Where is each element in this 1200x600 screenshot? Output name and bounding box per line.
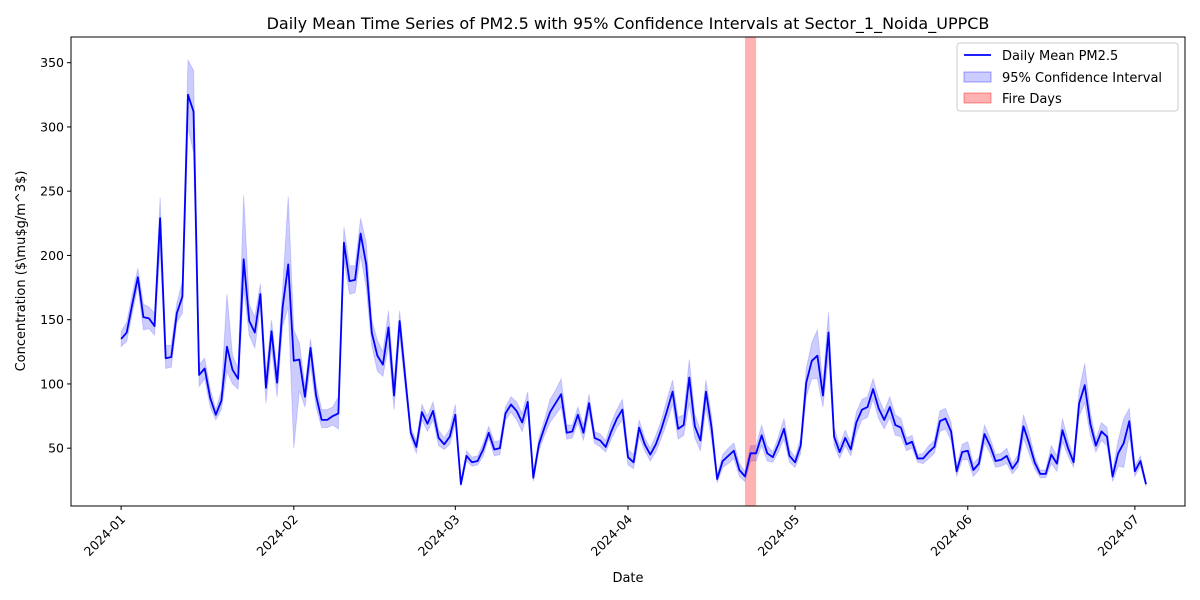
x-axis-label: Date	[612, 571, 643, 586]
legend-entry-label: Fire Days	[1002, 92, 1062, 107]
y-axis: 50 100 150 200 250 300 350	[40, 55, 71, 456]
legend-swatch-fire	[963, 92, 992, 104]
legend-box	[956, 42, 1179, 112]
legend-entry-label: 95% Confidence Interval	[1002, 71, 1162, 86]
y-tick-label: 100	[40, 376, 64, 391]
plot-area	[120, 37, 1147, 506]
legend-swatch-band	[963, 71, 992, 83]
y-tick-label: 350	[40, 55, 64, 70]
y-tick-label: 150	[40, 312, 64, 327]
y-tick-label: 50	[48, 441, 64, 456]
y-axis-label: Concentration ($\mu$g/m^3$)	[14, 171, 29, 372]
fire-days-span	[744, 37, 757, 506]
chart-title: Daily Mean Time Series of PM2.5 with 95%…	[267, 14, 990, 34]
y-tick-label: 200	[40, 248, 64, 263]
legend: Daily Mean PM2.5 95% Confidence Interval F…	[956, 42, 1179, 112]
series-line-daily-mean	[120, 93, 1147, 486]
y-tick-label: 300	[40, 119, 64, 134]
y-tick-label: 250	[40, 184, 64, 199]
legend-entry-label: Daily Mean PM2.5	[1002, 49, 1118, 64]
